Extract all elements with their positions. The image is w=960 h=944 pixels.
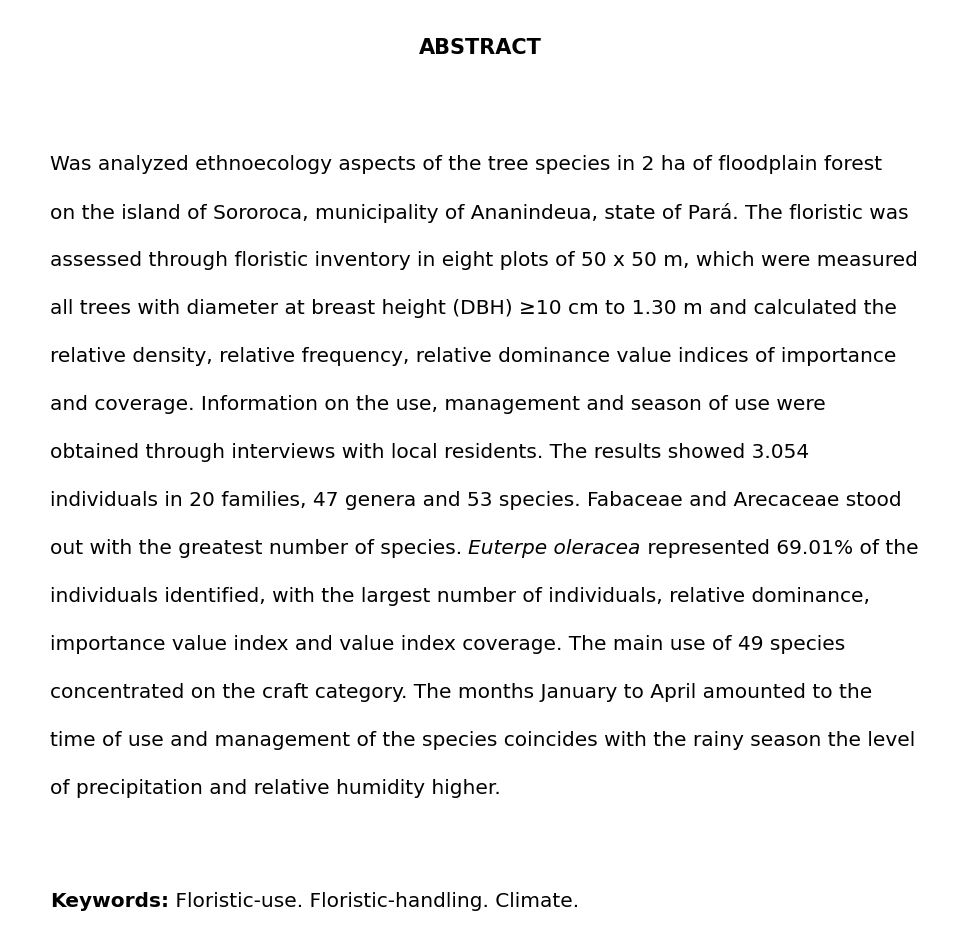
Text: individuals identified, with the largest number of individuals, relative dominan: individuals identified, with the largest… [50,587,870,606]
Text: relative density, relative frequency, relative dominance value indices of import: relative density, relative frequency, re… [50,347,897,366]
Text: represented 69.01% of the: represented 69.01% of the [641,539,919,558]
Text: on the island of Sororoca, municipality of Ananindeua, state of Pará. The floris: on the island of Sororoca, municipality … [50,203,908,223]
Text: obtained through interviews with local residents. The results showed 3.054: obtained through interviews with local r… [50,443,809,462]
Text: of precipitation and relative humidity higher.: of precipitation and relative humidity h… [50,779,501,798]
Text: and coverage. Information on the use, management and season of use were: and coverage. Information on the use, ma… [50,395,826,414]
Text: time of use and management of the species coincides with the rainy season the le: time of use and management of the specie… [50,731,915,750]
Text: all trees with diameter at breast height (DBH) ≥10 cm to 1.30 m and calculated t: all trees with diameter at breast height… [50,299,897,318]
Text: importance value index and value index coverage. The main use of 49 species: importance value index and value index c… [50,635,845,654]
Text: assessed through floristic inventory in eight plots of 50 x 50 m, which were mea: assessed through floristic inventory in … [50,251,918,270]
Text: individuals in 20 families, 47 genera and 53 species. Fabaceae and Arecaceae sto: individuals in 20 families, 47 genera an… [50,491,901,510]
Text: Keywords:: Keywords: [50,892,169,911]
Text: concentrated on the craft category. The months January to April amounted to the: concentrated on the craft category. The … [50,683,873,702]
Text: Euterpe oleracea: Euterpe oleracea [468,539,641,558]
Text: Floristic-use. Floristic-handling. Climate.: Floristic-use. Floristic-handling. Clima… [169,892,579,911]
Text: out with the greatest number of species.: out with the greatest number of species. [50,539,468,558]
Text: Was analyzed ethnoecology aspects of the tree species in 2 ha of floodplain fore: Was analyzed ethnoecology aspects of the… [50,155,882,174]
Text: ABSTRACT: ABSTRACT [419,38,541,58]
